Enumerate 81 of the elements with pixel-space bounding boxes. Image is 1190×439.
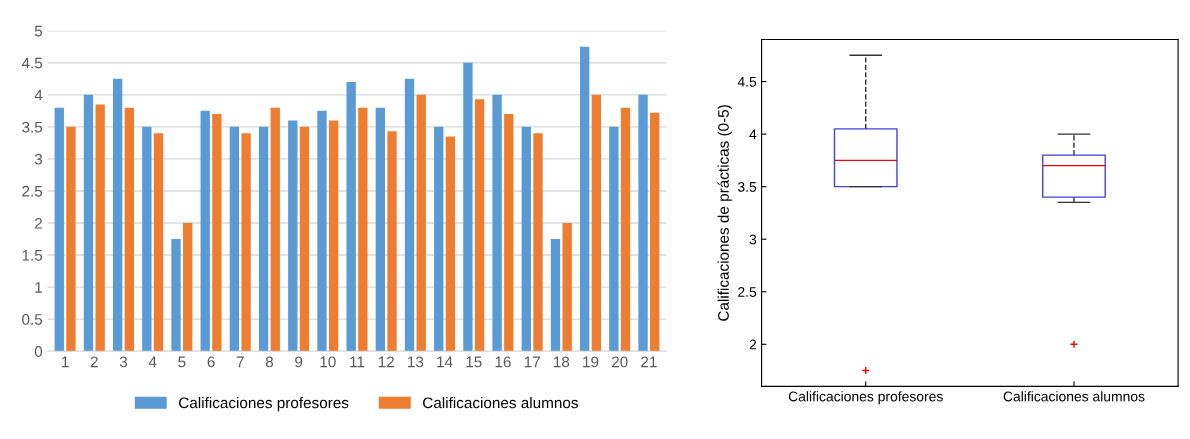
bar — [54, 107, 64, 352]
bar — [124, 107, 134, 352]
bar — [183, 223, 193, 352]
y-tick-label: 2.5 — [738, 287, 757, 297]
x-tick-label: 11 — [350, 356, 365, 368]
y-tick-label: 2 — [749, 339, 757, 350]
bar — [492, 94, 502, 352]
bar — [142, 126, 152, 352]
bar — [153, 133, 164, 352]
y-tick-label: 3 — [749, 234, 757, 245]
y-tick-label: 4 — [34, 89, 43, 101]
y-axis-title: Calificaciones de prácticas (0-5) — [717, 105, 732, 321]
x-tick-label: 14 — [437, 356, 453, 368]
bar — [533, 133, 543, 352]
bar — [434, 126, 444, 352]
bar — [358, 107, 368, 352]
x-tick-label: 5 — [178, 356, 186, 368]
bar — [521, 126, 531, 352]
x-tick-label: 9 — [295, 356, 303, 368]
bar — [550, 239, 561, 352]
bar — [562, 223, 572, 352]
bar — [171, 239, 181, 352]
x-tick-label: 15 — [466, 356, 482, 368]
y-tick-label: 0 — [34, 346, 43, 357]
y-tick-label: 4.5 — [21, 57, 43, 69]
x-tick-label: 2 — [90, 356, 98, 368]
bar — [463, 62, 473, 352]
y-tick-label: 2.5 — [22, 185, 43, 197]
bar — [328, 120, 339, 352]
y-tick-label: 1.5 — [22, 250, 43, 261]
bar — [474, 99, 485, 352]
x-tick-label: 12 — [378, 356, 394, 368]
y-tick-label: 3.5 — [22, 121, 43, 133]
y-tick-label: 0.5 — [22, 314, 43, 325]
y-tick-label: 5 — [34, 25, 43, 37]
bar — [375, 107, 386, 352]
bar — [445, 136, 456, 352]
bar — [83, 94, 94, 352]
bar — [241, 133, 251, 352]
bar — [504, 114, 514, 352]
x-tick-label: 10 — [320, 356, 336, 368]
y-tick-label: 3 — [34, 153, 43, 165]
bar — [346, 82, 356, 352]
bar — [620, 107, 631, 352]
bar — [609, 126, 619, 352]
x-tick-label: 1 — [62, 356, 69, 368]
x-tick-label: 18 — [553, 356, 570, 368]
bar — [112, 78, 123, 352]
bar — [229, 126, 240, 352]
y-tick-label: 3.5 — [737, 181, 757, 192]
bar — [638, 94, 648, 352]
bar — [404, 78, 415, 352]
x-tick-label: 3 — [119, 356, 128, 368]
bar — [299, 126, 310, 352]
bar — [200, 110, 210, 352]
bar — [387, 131, 397, 352]
bar — [650, 112, 660, 352]
x-tick-label: 4 — [148, 356, 157, 368]
bar — [258, 126, 269, 352]
bar — [591, 94, 602, 352]
bar — [580, 46, 590, 352]
x-tick-label: 21 — [641, 356, 657, 368]
x-tick-label: 16 — [495, 356, 511, 368]
bar — [212, 114, 222, 352]
x-tick-label: 7 — [236, 356, 244, 368]
bar — [270, 107, 280, 352]
bar — [66, 126, 76, 352]
y-tick-label: 1 — [35, 282, 42, 293]
x-tick-label: 13 — [408, 356, 424, 368]
x-tick-label: 8 — [265, 356, 274, 368]
y-tick-label: 4.5 — [737, 77, 757, 87]
bar — [95, 104, 105, 352]
x-tick-label: 17 — [524, 356, 540, 368]
bar — [317, 110, 327, 352]
bar — [416, 94, 426, 352]
y-tick-label: 4 — [749, 129, 757, 140]
bar — [288, 120, 298, 352]
x-tick-label: 19 — [583, 356, 599, 368]
x-tick-label: 6 — [207, 356, 215, 368]
x-tick-label: 20 — [611, 356, 628, 368]
y-tick-label: 2 — [35, 217, 42, 229]
